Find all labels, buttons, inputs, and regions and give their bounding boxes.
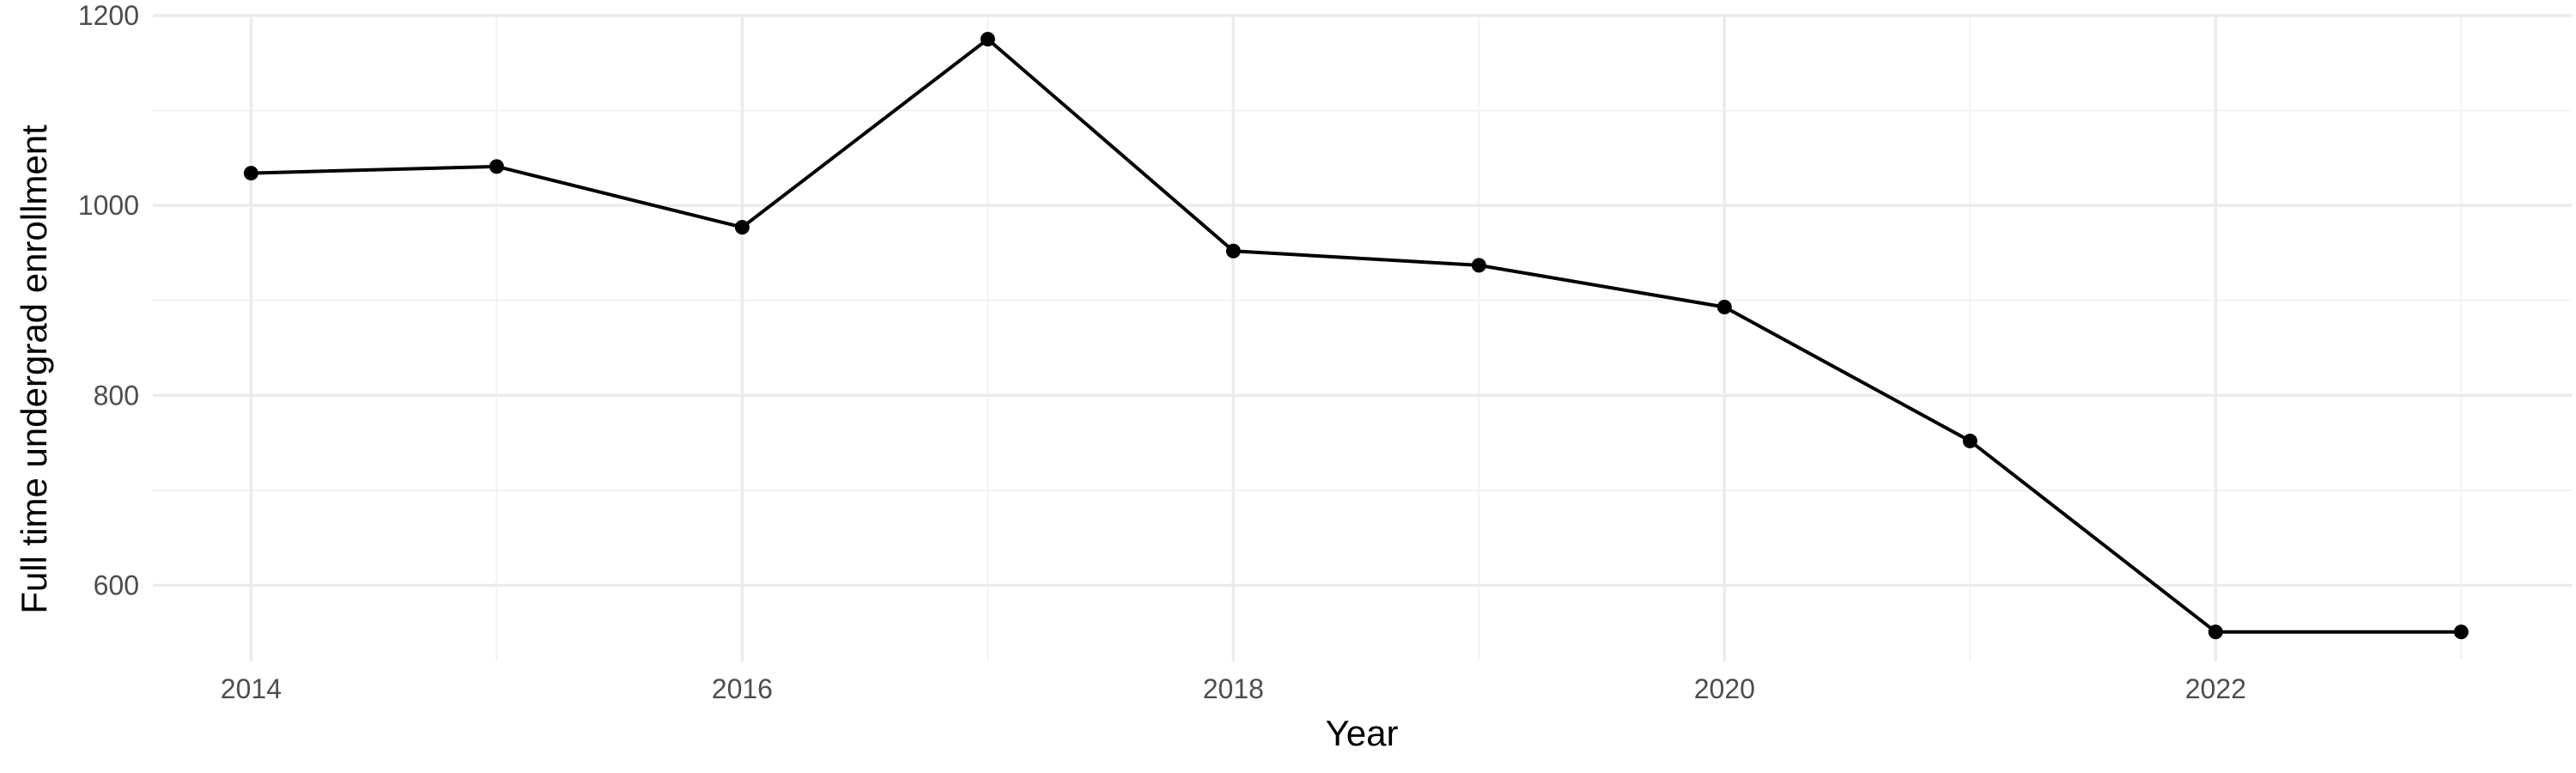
x-tick-label: 2020 <box>1694 673 1755 704</box>
data-point <box>734 220 750 235</box>
data-point <box>489 159 504 174</box>
x-tick-label: 2016 <box>712 673 773 704</box>
y-axis-ticks: 600 800 1000 1200 <box>78 0 139 601</box>
data-point <box>980 32 995 47</box>
series-line <box>251 37 2462 634</box>
y-axis-title: Full time undergrad enrollment <box>14 125 54 614</box>
x-tick-label: 2022 <box>2185 673 2246 704</box>
y-tick-label: 800 <box>94 380 139 411</box>
x-tick-label: 2018 <box>1203 673 1264 704</box>
data-point <box>2453 624 2469 640</box>
data-point <box>243 166 258 181</box>
data-point <box>1716 300 1732 315</box>
y-tick-label: 600 <box>94 570 139 601</box>
data-series <box>243 32 2469 640</box>
x-tick-label: 2014 <box>221 673 282 704</box>
y-tick-label: 1000 <box>78 190 139 221</box>
data-point <box>1471 258 1486 273</box>
y-tick-label: 1200 <box>78 0 139 31</box>
data-point <box>2208 624 2223 640</box>
x-axis-title: Year <box>1326 713 1399 753</box>
x-axis-ticks: 2014 2016 2018 2020 2022 <box>221 673 2246 704</box>
data-point <box>1962 433 1978 448</box>
grid <box>153 14 2572 661</box>
data-point <box>1225 243 1241 259</box>
